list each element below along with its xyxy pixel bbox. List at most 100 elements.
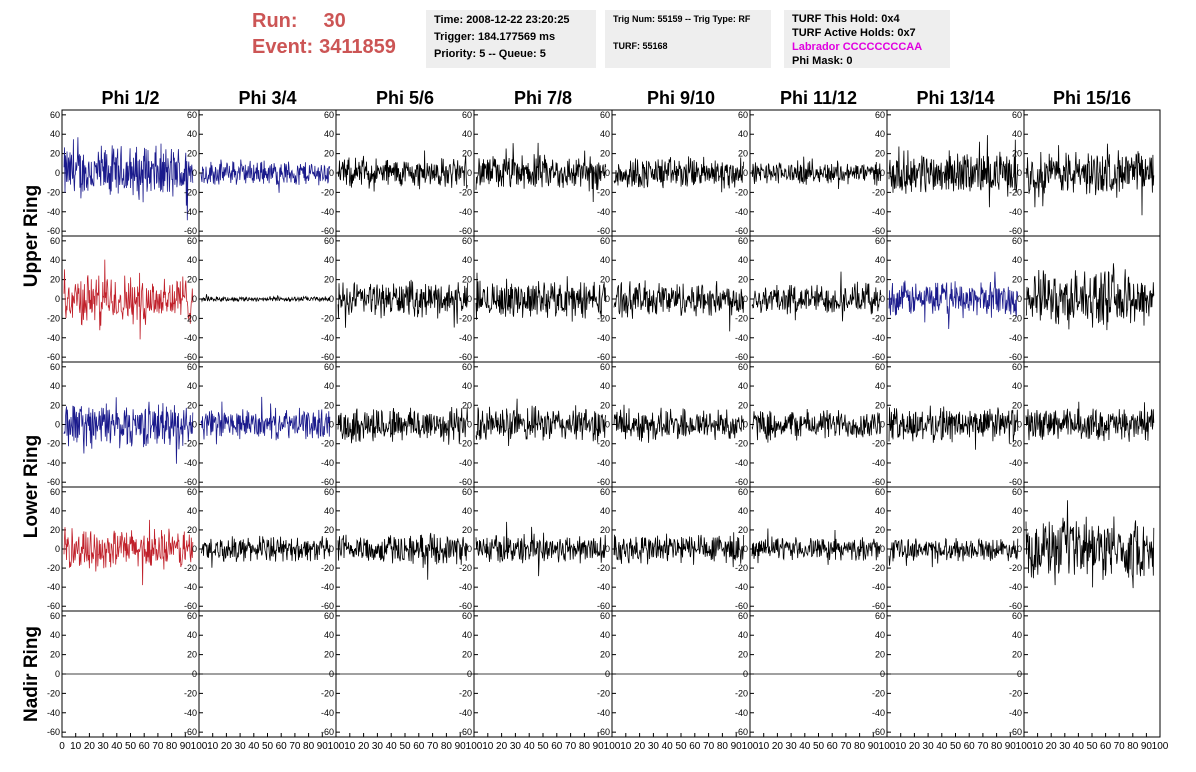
y-tick-label: 0 <box>192 168 197 178</box>
y-tick-label: 40 <box>1012 506 1022 516</box>
y-tick-label: 60 <box>738 611 748 621</box>
column-label-5: Phi 9/10 <box>647 88 715 108</box>
x-tick-label: 80 <box>166 741 178 752</box>
x-tick-label: 40 <box>662 741 674 752</box>
y-tick-label: 60 <box>738 110 748 120</box>
y-tick-label: -40 <box>597 207 610 217</box>
x-tick-label: 50 <box>675 741 687 752</box>
column-label-2: Phi 3/4 <box>238 88 296 108</box>
y-tick-label: 60 <box>324 236 334 246</box>
waveform-trace-r4-c8 <box>1025 500 1155 589</box>
y-tick-label: 0 <box>467 168 472 178</box>
x-tick-label: 10 <box>895 741 907 752</box>
waveform-trace-r2-c1 <box>63 259 194 340</box>
x-tick-label: 20 <box>1046 741 1058 752</box>
x-tick-label: 10 <box>620 741 632 752</box>
y-tick-label: 60 <box>600 110 610 120</box>
y-tick-label: 0 <box>1017 669 1022 679</box>
y-tick-label: -60 <box>872 226 885 236</box>
x-tick-label: 0 <box>59 741 65 752</box>
y-tick-label: -40 <box>184 582 197 592</box>
y-tick-label: -60 <box>47 352 60 362</box>
waveform-trace-r1-c6 <box>751 156 882 190</box>
y-tick-label: 60 <box>1012 611 1022 621</box>
x-tick-label: 40 <box>936 741 948 752</box>
y-tick-label: 0 <box>880 294 885 304</box>
x-tick-label: 70 <box>289 741 301 752</box>
x-tick-label: 50 <box>125 741 137 752</box>
cell-frame <box>473 109 613 237</box>
waveform-trace-r2-c6 <box>751 271 882 322</box>
y-tick-label: -20 <box>872 563 885 573</box>
x-tick-label: 40 <box>248 741 260 752</box>
waveform-trace-r1-c7 <box>888 135 1019 208</box>
y-tick-label: -20 <box>872 439 885 449</box>
x-tick-label: 30 <box>98 741 110 752</box>
y-tick-label: 20 <box>50 275 60 285</box>
y-tick-label: 60 <box>600 487 610 497</box>
y-tick-label: 20 <box>875 400 885 410</box>
turf-info-panel: TURF This Hold: 0x4 TURF Active Holds: 0… <box>784 10 950 68</box>
y-tick-label: -60 <box>321 727 334 737</box>
y-tick-label: 0 <box>743 294 748 304</box>
y-tick-label: 60 <box>738 487 748 497</box>
y-tick-label: 60 <box>187 487 197 497</box>
y-tick-label: -20 <box>872 688 885 698</box>
run-event-box: Run: 30 Event: 3411859 <box>252 8 422 68</box>
column-label-4: Phi 7/8 <box>514 88 572 108</box>
y-tick-label: -40 <box>459 333 472 343</box>
y-tick-label: 20 <box>50 149 60 159</box>
y-tick-label: -60 <box>47 477 60 487</box>
y-tick-label: -20 <box>735 688 748 698</box>
waveform-trace-r2-c2 <box>200 294 331 303</box>
y-tick-label: 20 <box>187 275 197 285</box>
x-tick-label: 60 <box>689 741 701 752</box>
x-tick-label: 30 <box>510 741 522 752</box>
y-tick-label: 40 <box>462 255 472 265</box>
y-tick-label: 40 <box>324 255 334 265</box>
y-tick-label: 0 <box>192 544 197 554</box>
x-tick-label: 40 <box>386 741 398 752</box>
x-tick-label: 40 <box>1073 741 1085 752</box>
column-label-7: Phi 13/14 <box>916 88 994 108</box>
y-tick-label: 60 <box>875 236 885 246</box>
x-tick-label: 70 <box>152 741 164 752</box>
waveform-trace-r3-c7 <box>888 405 1019 450</box>
y-tick-label: 0 <box>329 669 334 679</box>
x-tick-label: 30 <box>648 741 660 752</box>
y-tick-label: 40 <box>462 506 472 516</box>
y-tick-label: 0 <box>743 168 748 178</box>
x-tick-label: 50 <box>1086 741 1098 752</box>
x-tick-label: 10 <box>758 741 770 752</box>
y-tick-label: -20 <box>735 313 748 323</box>
y-tick-label: 60 <box>875 611 885 621</box>
y-tick-label: 20 <box>324 275 334 285</box>
y-tick-label: -20 <box>735 439 748 449</box>
y-tick-label: 20 <box>738 525 748 535</box>
waveform-trace-r4-c5 <box>613 532 745 568</box>
y-tick-label: 0 <box>55 294 60 304</box>
y-tick-label: -40 <box>321 582 334 592</box>
y-tick-label: -40 <box>321 708 334 718</box>
y-tick-label: 40 <box>738 129 748 139</box>
y-tick-label: -20 <box>47 313 60 323</box>
y-tick-label: 20 <box>187 149 197 159</box>
y-tick-label: -60 <box>597 352 610 362</box>
y-tick-label: -60 <box>459 601 472 611</box>
column-label-8: Phi 15/16 <box>1053 88 1131 108</box>
y-tick-label: 0 <box>880 544 885 554</box>
waveform-trace-r2-c4 <box>475 272 607 322</box>
waveform-trace-r3-c6 <box>751 408 882 443</box>
y-tick-label: 60 <box>600 611 610 621</box>
y-tick-label: 60 <box>324 362 334 372</box>
y-tick-label: -60 <box>321 352 334 362</box>
y-tick-label: 20 <box>462 149 472 159</box>
y-tick-label: -60 <box>872 601 885 611</box>
y-tick-label: 60 <box>50 487 60 497</box>
waveform-trace-r4-c4 <box>475 521 607 577</box>
x-tick-label: 30 <box>923 741 935 752</box>
waveform-trace-r1-c5 <box>613 156 745 193</box>
y-tick-label: -20 <box>459 313 472 323</box>
x-tick-label: 10 <box>482 741 494 752</box>
x-tick-label: 90 <box>317 741 329 752</box>
